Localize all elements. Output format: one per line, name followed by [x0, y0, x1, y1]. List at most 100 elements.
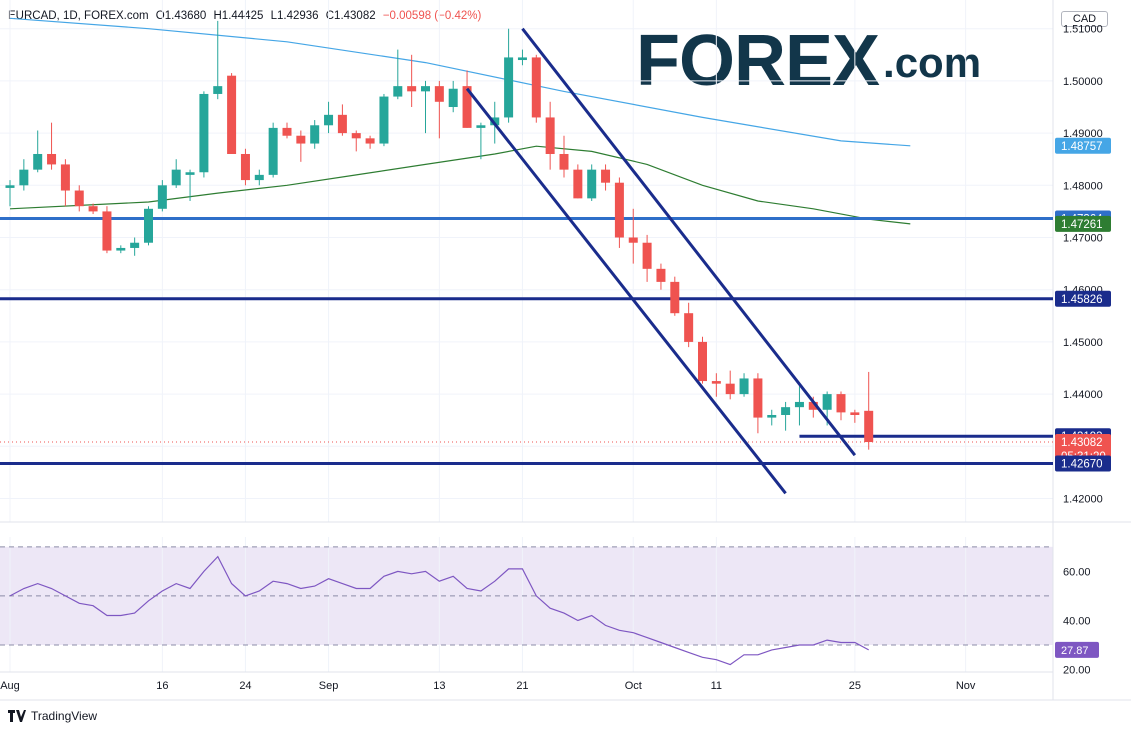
- candle-body: [725, 383, 735, 395]
- channel-line: [521, 27, 857, 457]
- candle-body: [421, 86, 430, 92]
- high-value: H1.44425: [213, 10, 264, 22]
- channel-line: [465, 87, 787, 495]
- candle-body: [711, 381, 721, 384]
- symbol-label[interactable]: EURCAD, 1D, FOREX.com: [8, 10, 149, 22]
- rsi-tick-label: 20.00: [1063, 665, 1091, 677]
- time-tick-label: 25: [849, 680, 861, 692]
- tradingview-brand[interactable]: TradingView: [8, 709, 97, 723]
- time-tick-label: Sep: [319, 680, 339, 692]
- price-tick-label: 1.48000: [1063, 180, 1103, 192]
- candle-body: [282, 127, 292, 136]
- time-tick-label: 13: [433, 680, 445, 692]
- price-label-bg: [1055, 137, 1111, 154]
- price-label: 1.42670: [1061, 459, 1103, 471]
- candle-body: [794, 401, 804, 408]
- rsi-path: [9, 555, 869, 666]
- candle-body: [185, 172, 195, 175]
- tradingview-logo-icon: [8, 710, 26, 722]
- candle-body: [781, 407, 791, 415]
- candle-body: [296, 135, 306, 144]
- candle-body: [684, 313, 694, 342]
- price-label-bg: [1055, 290, 1111, 307]
- time-tick-label: 21: [516, 680, 528, 692]
- price-tick-label: 1.49000: [1063, 128, 1103, 140]
- candle-body: [836, 394, 846, 413]
- descending-channel[interactable]: [465, 27, 857, 495]
- close-value: C1.43082: [325, 10, 376, 22]
- candle-body: [739, 378, 749, 395]
- candle-body: [227, 75, 237, 154]
- candle-body: [365, 138, 375, 144]
- time-tick-label: 11: [711, 680, 722, 692]
- candle-body: [171, 169, 181, 186]
- candle-body: [698, 341, 707, 382]
- candle-body: [850, 412, 860, 415]
- candle-body: [476, 125, 486, 128]
- candle-body: [116, 247, 126, 251]
- price-labels: 1.487571.473641.472611.458261.431931.430…: [1055, 137, 1111, 472]
- price-label: 1.43082: [1061, 437, 1103, 449]
- symbol-header: EURCAD, 1D, FOREX.com O1.43680 H1.44425 …: [8, 10, 485, 22]
- price-tick-label: 1.51000: [1063, 24, 1103, 36]
- candle-body: [5, 185, 15, 188]
- candle-body: [324, 114, 334, 126]
- price-tick-label: 1.50000: [1063, 76, 1103, 88]
- candle-body: [559, 153, 569, 170]
- time-tick-label: 24: [239, 680, 251, 692]
- price-label-bg: [1055, 455, 1111, 472]
- candle-body: [490, 117, 500, 126]
- candle-body: [60, 164, 70, 191]
- candle-body: [642, 242, 652, 269]
- tradingview-label: TradingView: [31, 709, 98, 723]
- candle-body: [462, 86, 472, 128]
- time-axis[interactable]: Aug 16 24 Sep 13 21 Oct 11 25 Nov: [0, 680, 976, 692]
- candle-body: [628, 237, 638, 243]
- time-tick-label: Oct: [625, 680, 642, 692]
- candle-body: [240, 153, 250, 181]
- price-label: 1.47261: [1061, 219, 1103, 231]
- rsi-axis: 20.00 40.00 60.00 27.87: [1055, 566, 1099, 677]
- rsi-last-label-bg: [1055, 641, 1099, 658]
- candle-body: [656, 268, 666, 282]
- logo-suffix-text: .com: [883, 39, 982, 86]
- candle-body: [587, 169, 597, 199]
- candle-body: [157, 185, 167, 209]
- candle-body: [130, 242, 140, 248]
- candle-body: [310, 125, 320, 144]
- horizontal-levels[interactable]: [0, 217, 1053, 466]
- price-label: 1.48757: [1061, 141, 1103, 153]
- candle-body: [102, 211, 112, 251]
- candle-body: [199, 93, 209, 173]
- candle-body: [670, 281, 680, 314]
- rsi-guides: [0, 546, 1053, 646]
- change-value: −0.00598 (−0.42%): [382, 10, 482, 22]
- sma-mid-line: [9, 145, 911, 225]
- candle-body: [601, 169, 611, 183]
- open-value: O1.43680: [155, 10, 207, 22]
- currency-badge[interactable]: CAD: [1061, 11, 1108, 27]
- rsi-tick-label: 60.00: [1063, 566, 1091, 578]
- candle-body: [531, 57, 541, 118]
- candle-body: [393, 86, 403, 97]
- candle-body: [213, 86, 223, 94]
- candle-body: [808, 401, 818, 410]
- candle-body: [254, 174, 264, 181]
- price-tick-label: 1.42000: [1063, 494, 1103, 506]
- candlesticks: [5, 20, 874, 450]
- candle-body: [379, 96, 389, 144]
- candle-body: [614, 182, 624, 238]
- candle-body: [337, 114, 347, 134]
- time-tick-label: 16: [156, 680, 168, 692]
- candle-body: [448, 88, 458, 108]
- price-label-bg: [1055, 215, 1111, 232]
- candle-body: [504, 57, 514, 118]
- rsi-line: [9, 555, 869, 666]
- price-tick-label: 1.45000: [1063, 337, 1103, 349]
- candle-body: [753, 378, 763, 418]
- candle-body: [517, 57, 527, 61]
- time-tick-label: Nov: [956, 680, 976, 692]
- candle-body: [351, 133, 361, 139]
